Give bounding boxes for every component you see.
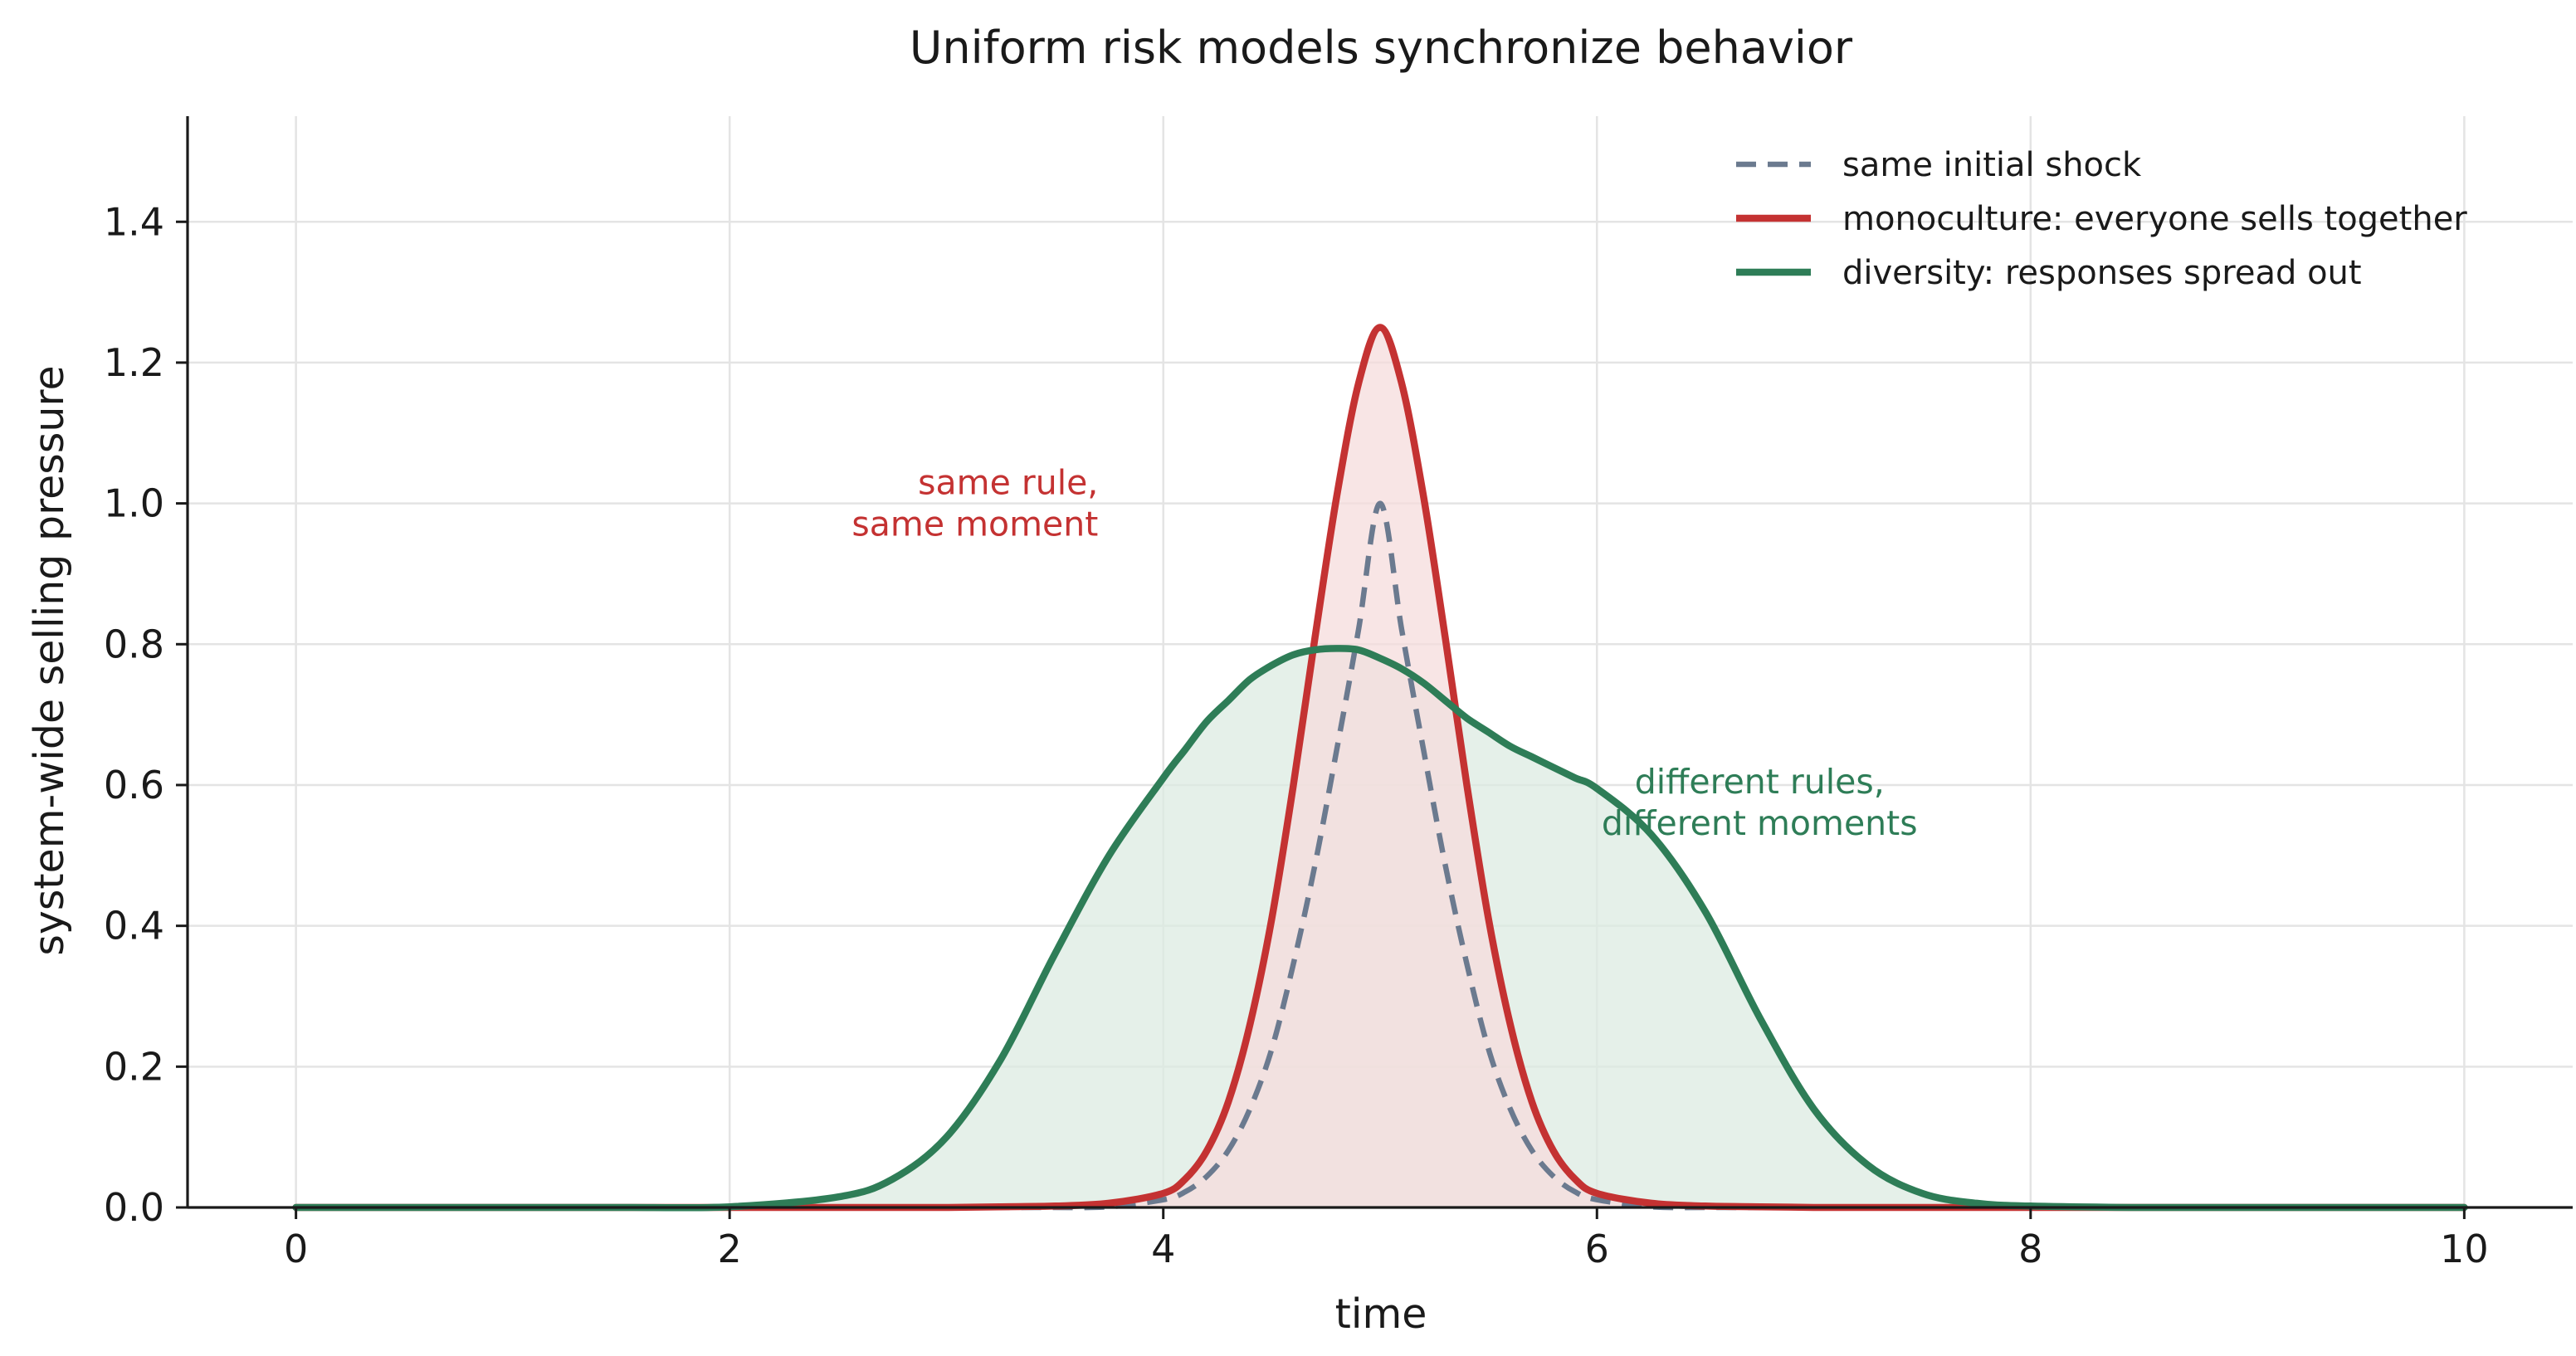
annotation-1-line-1: different moments — [1602, 803, 1918, 843]
ticks: 0 2 4 6 8 10 0.0 0.2 0.4 0.6 0.8 1.0 1.2 1.4 — [104, 199, 2489, 1271]
x-tick-label-4: 8 — [2018, 1227, 2042, 1271]
legend-label-2: diversity: responses spread out — [1842, 254, 2362, 292]
annotations: same rule, same moment different rules, dif… — [851, 463, 1917, 844]
legend: same initial shock monoculture: everyone … — [1736, 146, 2467, 292]
y-tick-label-6: 1.2 — [104, 340, 164, 385]
axes — [186, 116, 2573, 1209]
x-tick-label-1: 2 — [718, 1227, 742, 1271]
chart-title: Uniform risk models synchronize behavior — [910, 22, 1853, 74]
x-tick-label-5: 10 — [2440, 1227, 2489, 1271]
annotation-0-line-0: same rule, — [918, 463, 1098, 503]
y-tick-label-2: 0.4 — [104, 904, 164, 949]
y-tick-label-5: 1.0 — [104, 481, 164, 526]
y-tick-label-4: 0.8 — [104, 622, 164, 666]
y-tick-label-7: 1.4 — [104, 199, 164, 244]
annotation-0: same rule, same moment — [851, 463, 1098, 544]
y-tick-label-3: 0.6 — [104, 763, 164, 807]
legend-label-1: monoculture: everyone sells together — [1842, 200, 2467, 238]
series-line-2 — [292, 645, 2468, 1212]
x-axis-label: time — [1335, 1290, 1427, 1338]
x-tick-label-2: 4 — [1151, 1227, 1175, 1271]
series-fill-1 — [295, 327, 2465, 1208]
annotation-1-line-0: different rules, — [1635, 762, 1885, 802]
x-tick-label-3: 6 — [1585, 1227, 1609, 1271]
series-fills — [295, 327, 2465, 1208]
annotation-0-line-1: same moment — [851, 505, 1098, 544]
y-tick-label-0: 0.0 — [104, 1185, 164, 1230]
annotation-1: different rules, different moments — [1602, 762, 1918, 843]
y-axis-label: system-wide selling pressure — [26, 365, 73, 955]
x-tick-label-0: 0 — [284, 1227, 308, 1271]
y-tick-label-1: 0.2 — [104, 1044, 164, 1089]
legend-label-0: same initial shock — [1842, 146, 2142, 184]
